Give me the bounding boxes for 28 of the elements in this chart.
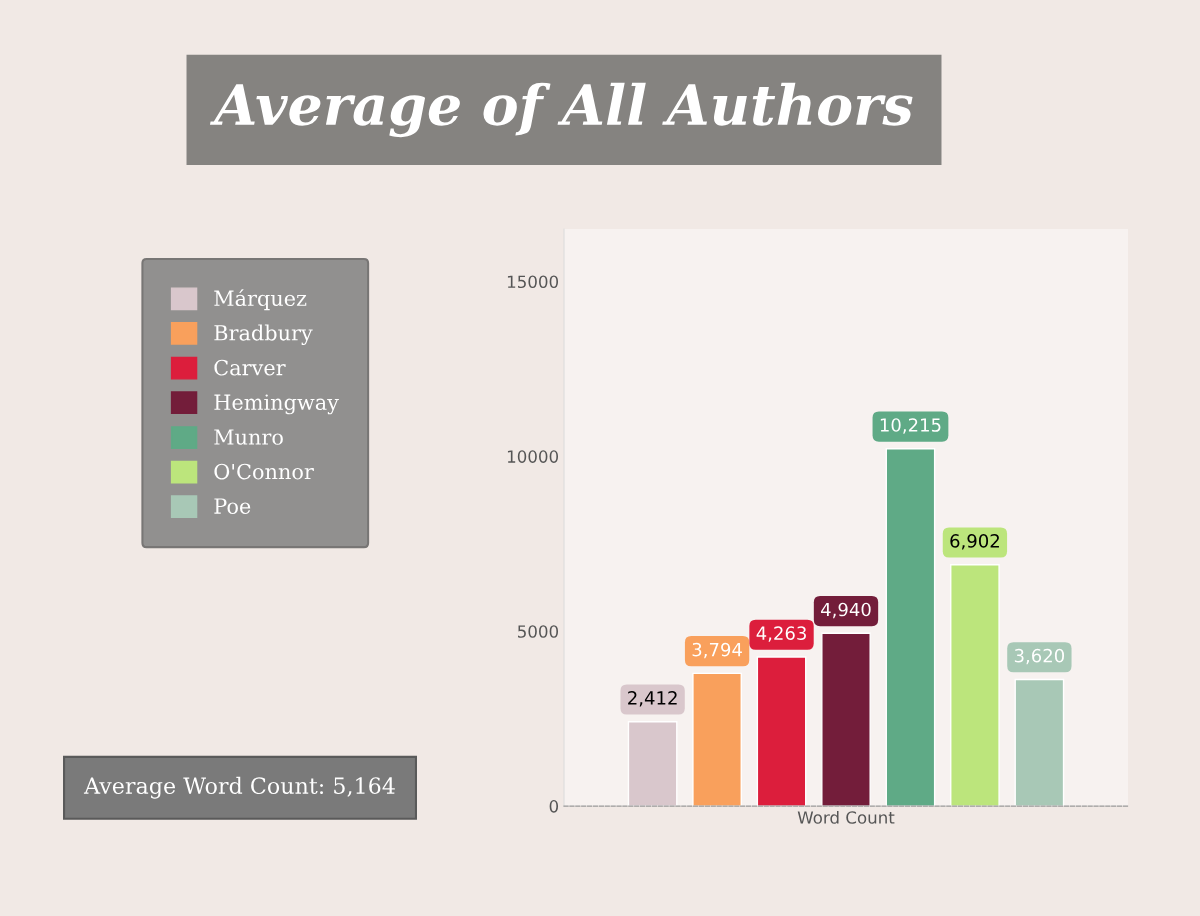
bar [692, 672, 742, 807]
data-label: 2,412 [628, 691, 677, 707]
legend-label: Márquez [214, 289, 307, 311]
data-label: 3,794 [692, 642, 742, 659]
chart-title: Average of All Authors [209, 82, 913, 138]
y-tick-label: 5000 [518, 625, 559, 638]
bar [885, 448, 936, 807]
y-tick-label: 0 [549, 800, 559, 813]
legend-label: Munro [214, 429, 283, 445]
bar [821, 632, 871, 807]
data-label: 4,263 [756, 626, 806, 642]
data-label: 6,902 [950, 534, 999, 550]
data-label: 3,620 [1014, 648, 1065, 665]
y-tick-label: 15000 [507, 275, 559, 289]
data-label: 10,215 [880, 418, 941, 434]
legend-label: Bradbury [214, 324, 313, 345]
legend-label: Poe [214, 498, 251, 514]
data-label: 4,940 [821, 602, 871, 619]
legend-label: O'Connor [214, 463, 314, 480]
bar [756, 656, 807, 807]
y-tick-label: 10000 [507, 450, 559, 463]
x-tick-label: Word Count [797, 810, 895, 824]
text: Average Word Count: 5,164 [83, 776, 395, 799]
legend-label: Hemingway [214, 394, 339, 415]
legend-label: Carver [214, 359, 286, 376]
bar [1014, 678, 1065, 807]
bar [627, 721, 678, 807]
bar [950, 563, 1000, 807]
